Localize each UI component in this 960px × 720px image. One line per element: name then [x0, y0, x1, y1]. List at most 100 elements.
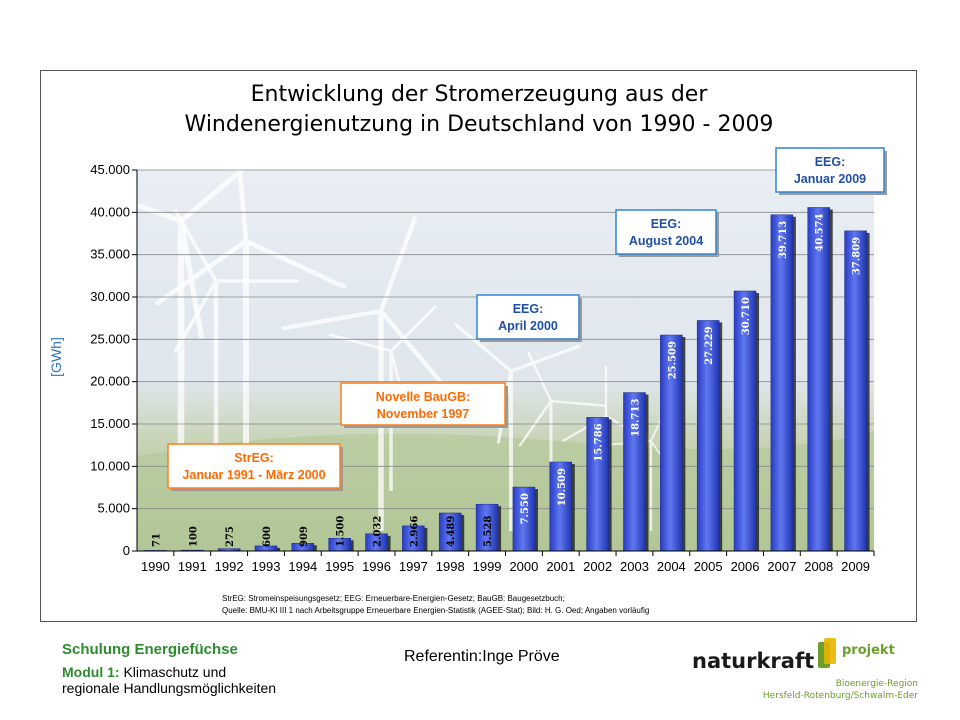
y-tick-label: 20.000	[90, 374, 130, 389]
x-tick-label: 1993	[252, 559, 281, 574]
bar-value-label: 600	[262, 526, 273, 547]
x-tick-label: 1996	[362, 559, 391, 574]
bar	[807, 207, 830, 552]
course-title: Schulung Energiefüchse	[62, 641, 238, 658]
turbine-blade	[178, 218, 204, 339]
y-axis-label: [GWh]	[48, 337, 64, 377]
x-tick-label: 1999	[473, 559, 502, 574]
axes: 0 5.000 10.000 15.000 20.000 25.000 30.000 35.0…	[90, 162, 875, 574]
turbine-blade	[328, 333, 393, 353]
x-tick-label: 2009	[841, 559, 870, 574]
turbine-blade	[234, 131, 249, 244]
x-tick-label: 1998	[436, 559, 465, 574]
bar-value-label: 18.713	[630, 399, 641, 437]
y-tick-label: 0	[123, 543, 130, 558]
annotation-box: EEG: August 2004	[615, 209, 719, 257]
logo-emblem-icon	[818, 638, 836, 668]
turbine-blade	[281, 308, 384, 331]
module-text-2: regionale Handlungsmöglichkeiten	[62, 680, 277, 696]
x-tick-label: 2007	[767, 559, 796, 574]
bars: 71 100 275 600 909 1.500 2.032 2.966 4.489 5.528 7…	[144, 207, 870, 552]
bar	[770, 214, 794, 552]
annotation-line-2: November 1997	[377, 407, 469, 421]
turbine-blade	[509, 344, 581, 373]
annotations: StrEG: Januar 1991 - März 2000 Novelle Bau…	[167, 147, 887, 491]
bar-value-label: 100	[188, 526, 199, 547]
bar-value-label: 37.809	[852, 237, 863, 275]
x-tick-label: 2005	[694, 559, 723, 574]
x-tick-label: 2003	[620, 559, 649, 574]
bar-value-label: 2.966	[409, 516, 420, 547]
x-tick-label: 1990	[141, 559, 170, 574]
y-tick-label: 15.000	[90, 416, 130, 431]
x-tick-label: 2001	[546, 559, 575, 574]
turbine-blade	[518, 399, 553, 447]
logo-line-1: Bioenergie-Region	[836, 679, 918, 689]
x-tick-label: 1994	[288, 559, 317, 574]
annotation-border	[615, 209, 717, 255]
turbine-blade	[155, 238, 249, 306]
bar-value-label: 5.528	[483, 516, 494, 547]
module-description: Modul 1: Klimaschutz und regionale Handl…	[62, 664, 382, 696]
turbine-blade	[243, 238, 347, 290]
annotation-line-1: EEG:	[815, 155, 846, 169]
turbine-blade	[389, 305, 437, 353]
x-tick-label: 1992	[215, 559, 244, 574]
logo-line-2: Hersfeld-Rotenburg/Schwalm-Eder	[763, 691, 918, 701]
module-text-1: Klimaschutz und	[123, 664, 227, 680]
chart-title-line-2: Windenergienutzung in Deutschland von 19…	[185, 112, 774, 137]
bar-value-label: 10.509	[557, 468, 568, 506]
bar-value-label: 7.550	[520, 493, 531, 524]
x-tick-label: 2000	[509, 559, 538, 574]
footnote-1: StrEG: Stromeinspeisungsgesetz; EEG: Ern…	[222, 594, 565, 603]
bar-value-label: 30.710	[741, 297, 752, 335]
bar-value-label: 71	[151, 533, 162, 547]
turbine-blade	[68, 178, 184, 224]
annotation-line-2: August 2004	[629, 234, 703, 248]
turbine-blade	[378, 215, 418, 314]
bar-value-label: 2.032	[373, 516, 384, 547]
annotation-box: Novelle BauGB: November 1997	[340, 382, 508, 428]
annotation-line-1: StrEG:	[234, 451, 274, 465]
course-info: Schulung Energiefüchse Modul 1: Klimasch…	[62, 640, 382, 696]
x-tick-label: 1995	[325, 559, 354, 574]
footnote-2: Quelle: BMU-KI III 1 nach Arbeitsgruppe …	[222, 606, 649, 615]
turbine-blade	[454, 323, 513, 373]
x-tick-label: 2004	[657, 559, 686, 574]
turbine	[68, 143, 274, 481]
bar-value-label: 275	[225, 526, 236, 547]
annotation-line-2: Januar 2009	[794, 172, 866, 186]
y-tick-label: 25.000	[90, 331, 130, 346]
annotation-box: StrEG: Januar 1991 - März 2000	[167, 443, 343, 491]
bar-value-label: 39.713	[778, 221, 789, 259]
y-tick-label: 45.000	[90, 162, 130, 177]
y-tick-label: 35.000	[90, 247, 130, 262]
bar-value-label: 15.786	[594, 423, 605, 461]
turbine-blade	[526, 350, 553, 403]
chart-frame: 71 100 275 600 909 1.500 2.032 2.966 4.489 5.528 7…	[40, 70, 917, 622]
bar-value-label: 909	[299, 526, 310, 547]
logo-projekt: projekt	[842, 643, 895, 658]
annotation-line-1: EEG:	[651, 217, 682, 231]
bar-value-label: 27.229	[704, 326, 715, 364]
x-tick-label: 2006	[731, 559, 760, 574]
y-tick-label: 5.000	[97, 501, 130, 516]
turbine-blade	[549, 399, 606, 407]
turbine-blade	[178, 143, 274, 224]
y-tick-label: 30.000	[90, 289, 130, 304]
annotation-border	[775, 147, 885, 193]
annotation-line-2: April 2000	[498, 319, 558, 333]
naturkraft-logo: naturkraft projekt Bioenergie-Region Her…	[692, 638, 918, 701]
annotation-line-1: EEG:	[513, 302, 544, 316]
x-tick-label: 1997	[399, 559, 428, 574]
bar-value-label: 1.500	[336, 516, 347, 547]
x-tick-label: 2008	[804, 559, 833, 574]
annotation-border	[476, 294, 580, 340]
bar-value-label: 40.574	[815, 213, 826, 251]
logo-brand: naturkraft	[692, 649, 814, 673]
bar	[844, 230, 867, 552]
chart-title-line-1: Entwicklung der Stromerzeugung aus der	[251, 82, 709, 107]
module-label: Modul 1:	[62, 664, 120, 680]
x-tick-label: 2002	[583, 559, 612, 574]
turbine	[155, 131, 347, 481]
